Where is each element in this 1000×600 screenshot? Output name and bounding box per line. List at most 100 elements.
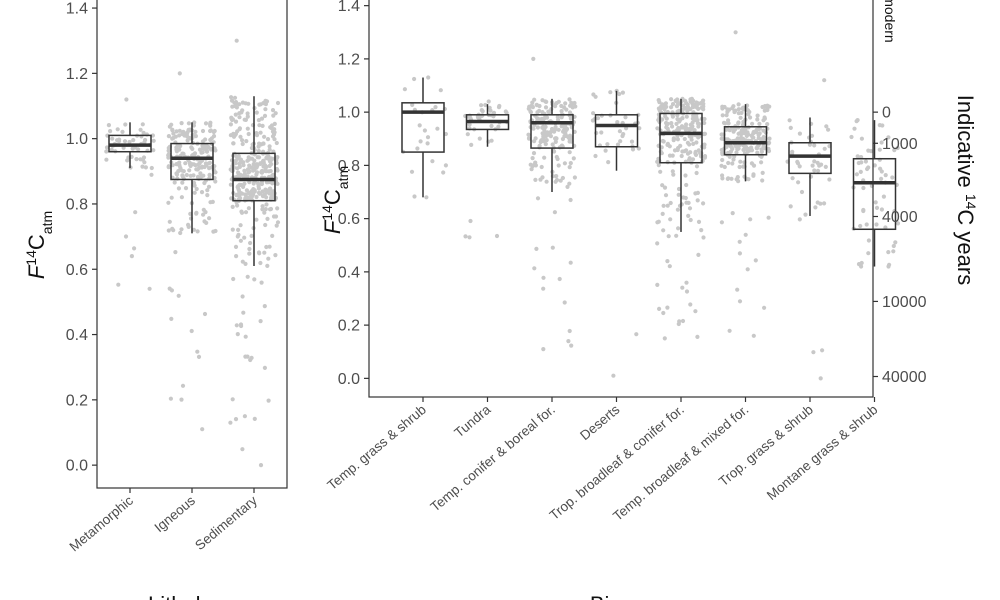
data-point <box>269 162 274 167</box>
data-point <box>666 234 671 239</box>
data-point <box>879 207 885 212</box>
data-point <box>670 114 676 119</box>
data-point <box>683 98 688 103</box>
data-point <box>537 108 542 113</box>
data-point <box>880 123 885 128</box>
data-point <box>738 135 744 140</box>
data-point <box>463 234 468 239</box>
data-point <box>693 191 698 196</box>
data-point <box>815 168 821 173</box>
data-point <box>275 100 281 106</box>
data-point <box>242 168 247 173</box>
data-point <box>611 373 616 378</box>
data-point <box>679 125 684 130</box>
data-point <box>591 92 596 97</box>
data-point <box>265 137 271 142</box>
data-point <box>719 136 724 141</box>
data-point <box>735 175 740 180</box>
data-point <box>262 250 267 255</box>
data-point <box>109 147 114 152</box>
data-point <box>238 134 243 139</box>
data-point <box>608 90 613 95</box>
box-trop-broadleaf-conifer-for- <box>659 98 703 232</box>
data-point <box>425 135 431 140</box>
box-tundra <box>465 104 510 147</box>
data-point <box>230 204 235 209</box>
data-point <box>230 227 235 232</box>
data-point <box>684 280 689 285</box>
data-point <box>260 189 265 194</box>
data-point <box>528 110 534 115</box>
data-point <box>205 188 210 193</box>
data-point <box>725 107 730 112</box>
data-point <box>237 115 242 120</box>
data-point <box>533 160 538 165</box>
data-point <box>150 133 155 138</box>
data-point <box>807 142 813 147</box>
data-point <box>670 169 675 174</box>
data-point <box>241 160 246 165</box>
data-point <box>665 305 670 310</box>
data-point <box>262 134 267 139</box>
data-point <box>749 145 754 150</box>
data-point <box>720 113 725 118</box>
data-point <box>186 121 191 126</box>
y-tick-label: 0.8 <box>66 196 88 213</box>
data-point <box>881 194 887 199</box>
data-point <box>263 187 268 192</box>
data-point <box>254 217 259 222</box>
data-point <box>656 219 661 224</box>
data-point <box>177 128 182 133</box>
data-point <box>681 195 686 200</box>
data-point <box>849 134 854 140</box>
data-point <box>443 131 448 137</box>
data-point <box>233 119 239 124</box>
data-point <box>147 286 152 291</box>
data-point <box>690 120 695 125</box>
x-tick-label: Temp. grass & shrub <box>324 402 428 493</box>
data-point <box>741 147 746 152</box>
data-point <box>242 181 247 186</box>
data-point <box>230 397 235 402</box>
data-point <box>726 121 731 126</box>
data-point <box>630 147 636 152</box>
data-point <box>738 115 743 120</box>
data-point <box>274 223 279 228</box>
data-point <box>751 173 756 178</box>
data-point <box>569 103 574 108</box>
data-point <box>855 154 860 159</box>
data-point <box>198 171 203 176</box>
data-point <box>275 220 281 225</box>
x-axis-title-left: Lithology <box>148 592 236 600</box>
x-tick-label: Igneous <box>151 493 198 536</box>
data-point <box>240 138 245 143</box>
data-point <box>556 163 561 168</box>
data-point <box>258 463 264 468</box>
data-point <box>895 221 901 226</box>
data-point <box>534 246 539 251</box>
data-point <box>682 136 687 142</box>
data-point <box>272 127 277 132</box>
data-point <box>676 125 681 131</box>
data-point <box>402 87 407 92</box>
data-point <box>620 90 626 95</box>
data-point <box>181 169 186 174</box>
data-point <box>675 137 681 142</box>
data-point <box>192 120 197 125</box>
data-point <box>694 170 699 176</box>
data-point <box>194 186 199 192</box>
data-point <box>803 212 808 217</box>
secondary-tick-label: 4000 <box>882 209 918 226</box>
secondary-axis-title: Indicative 14C years <box>953 95 979 285</box>
data-point <box>680 318 686 324</box>
data-point <box>541 286 546 291</box>
data-point <box>238 223 243 228</box>
data-point <box>767 104 772 109</box>
data-point <box>247 246 252 252</box>
data-point <box>566 339 571 344</box>
data-point <box>559 115 564 120</box>
data-point <box>701 235 706 240</box>
data-point <box>743 126 748 131</box>
data-point <box>240 447 245 452</box>
data-point <box>189 145 194 150</box>
